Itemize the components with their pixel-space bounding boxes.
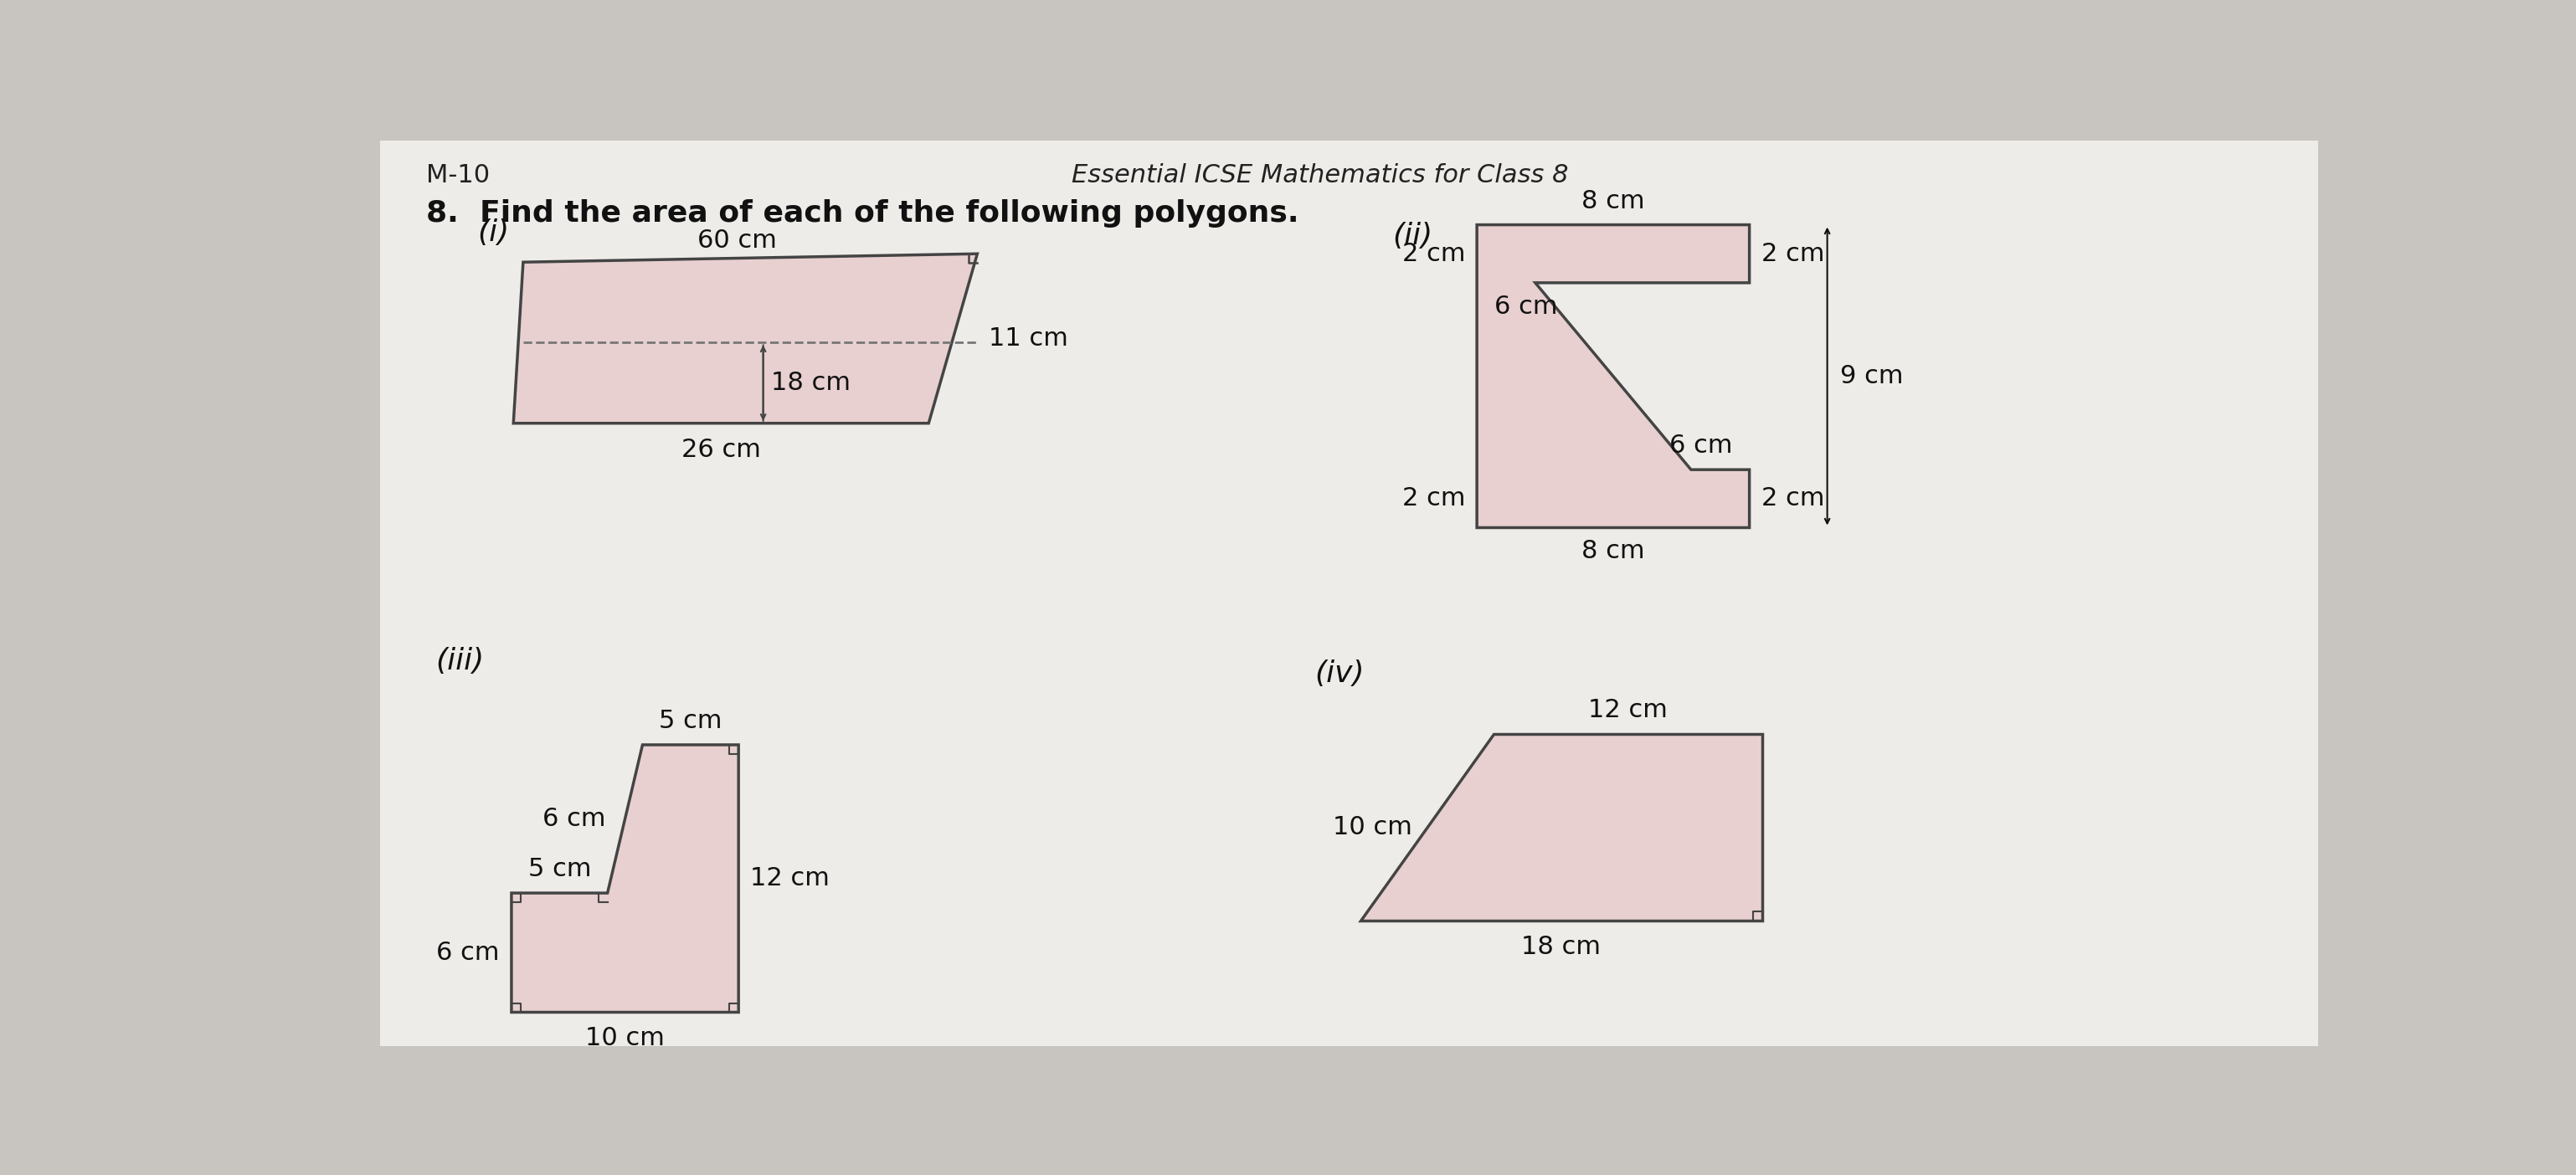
Text: 2 cm: 2 cm [1762,486,1824,511]
Polygon shape [1476,224,1749,528]
Text: M-10: M-10 [425,163,489,188]
Text: (i): (i) [477,219,510,247]
Polygon shape [513,254,976,423]
Text: 6 cm: 6 cm [1669,434,1731,458]
Text: 18 cm: 18 cm [770,371,850,395]
Text: 6 cm: 6 cm [1494,295,1556,318]
Text: (iv): (iv) [1314,659,1365,689]
Text: 5 cm: 5 cm [659,709,721,733]
Text: 11 cm: 11 cm [989,327,1069,350]
Text: 2 cm: 2 cm [1762,242,1824,266]
Text: 26 cm: 26 cm [680,437,760,462]
Text: 18 cm: 18 cm [1522,935,1602,959]
Text: 10 cm: 10 cm [585,1027,665,1050]
Text: 2 cm: 2 cm [1401,486,1466,511]
Text: 8.  Find the area of each of the following polygons.: 8. Find the area of each of the followin… [425,199,1298,228]
Text: 12 cm: 12 cm [1587,698,1667,723]
Text: (iii): (iii) [435,646,484,676]
Text: 2 cm: 2 cm [1401,242,1466,266]
Text: 5 cm: 5 cm [528,857,590,881]
Text: 12 cm: 12 cm [750,866,829,891]
Text: 10 cm: 10 cm [1332,815,1412,839]
Polygon shape [513,745,739,1012]
Text: 8 cm: 8 cm [1582,539,1646,564]
Text: 60 cm: 60 cm [698,228,778,253]
Polygon shape [1360,734,1762,921]
Text: Essential ICSE Mathematics for Class 8: Essential ICSE Mathematics for Class 8 [1072,163,1569,188]
Text: (ii): (ii) [1394,222,1432,250]
Text: 8 cm: 8 cm [1582,189,1646,213]
Text: 6 cm: 6 cm [435,940,500,965]
Text: 9 cm: 9 cm [1839,364,1904,389]
Text: 6 cm: 6 cm [544,807,605,831]
